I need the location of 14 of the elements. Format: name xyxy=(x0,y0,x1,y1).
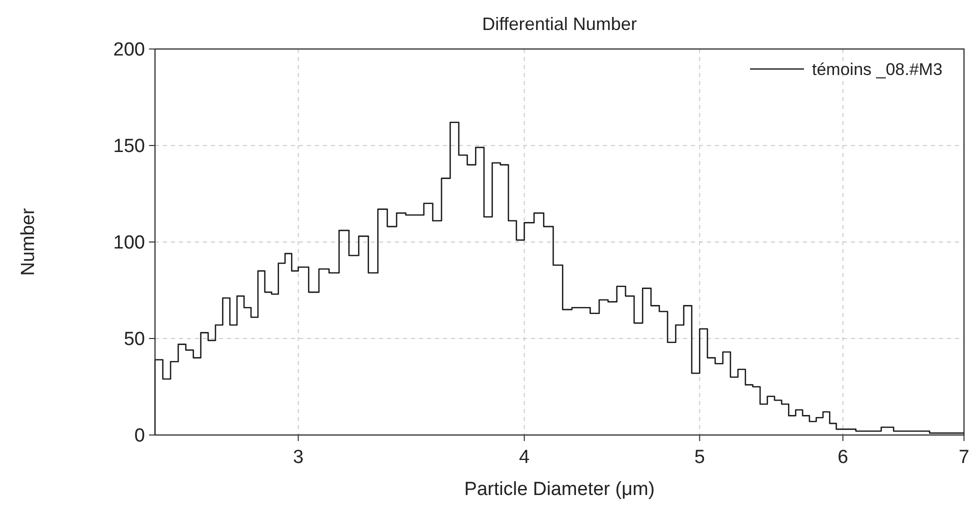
y-tick-label: 50 xyxy=(124,329,145,350)
chart-title: Differential Number xyxy=(482,14,637,34)
y-axis-title: Number xyxy=(18,208,39,276)
x-tick-label: 7 xyxy=(958,447,970,468)
y-tick-label: 100 xyxy=(113,232,145,254)
x-axis-title: Particle Diameter (μm) xyxy=(464,479,655,500)
y-tick-label: 150 xyxy=(113,136,145,158)
y-tick-label: 200 xyxy=(113,40,145,61)
x-tick-label: 5 xyxy=(694,447,705,468)
legend-label: témoins _08.#M3 xyxy=(812,60,942,79)
y-tick-label: 0 xyxy=(134,426,145,447)
x-tick-label: 3 xyxy=(292,447,304,468)
x-tick-label: 6 xyxy=(838,447,848,468)
x-tick-label: 4 xyxy=(519,447,530,468)
